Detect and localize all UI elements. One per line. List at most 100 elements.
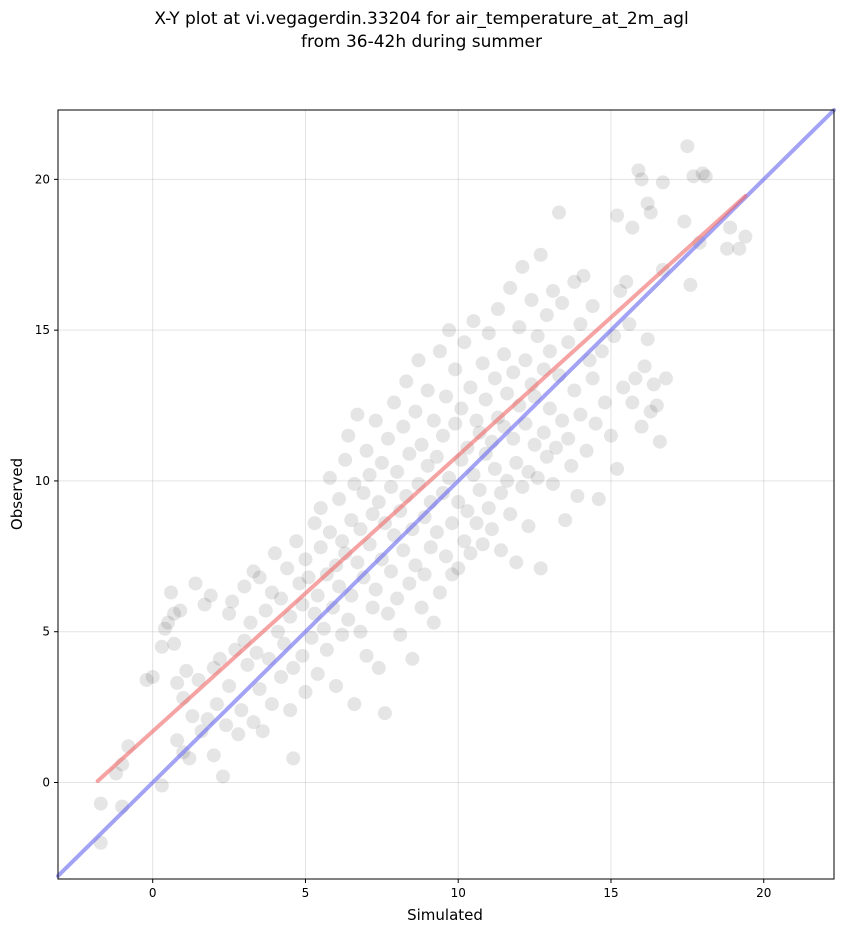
- data-point: [399, 374, 414, 389]
- data-point: [634, 172, 649, 187]
- data-point: [258, 603, 273, 618]
- data-point: [442, 323, 457, 338]
- data-point: [405, 651, 420, 666]
- data-point: [512, 320, 527, 335]
- data-point: [316, 621, 331, 636]
- data-point: [365, 600, 380, 615]
- data-point: [414, 600, 429, 615]
- data-point: [170, 733, 185, 748]
- data-point: [594, 344, 609, 359]
- y-tick-label: 10: [35, 474, 50, 488]
- data-point: [573, 407, 588, 422]
- data-point: [310, 588, 325, 603]
- data-point: [683, 277, 698, 292]
- data-point: [417, 510, 432, 525]
- data-point: [469, 516, 484, 531]
- data-point: [646, 377, 661, 392]
- data-point: [157, 621, 172, 636]
- data-point: [374, 552, 389, 567]
- data-point: [167, 606, 182, 621]
- data-point: [527, 437, 542, 452]
- data-point: [154, 639, 169, 654]
- data-point: [252, 570, 267, 585]
- data-point: [613, 283, 628, 298]
- x-tick-label: 0: [149, 886, 157, 900]
- data-point: [640, 196, 655, 211]
- data-point: [325, 600, 340, 615]
- data-point: [597, 395, 612, 410]
- data-point: [393, 627, 408, 642]
- data-point: [481, 501, 496, 516]
- data-point: [332, 579, 347, 594]
- data-point: [457, 335, 472, 350]
- data-point: [493, 543, 508, 558]
- data-point: [561, 335, 576, 350]
- data-point: [225, 594, 240, 609]
- data-point: [643, 404, 658, 419]
- data-point: [561, 431, 576, 446]
- data-point: [212, 651, 227, 666]
- data-point: [341, 428, 356, 443]
- data-point: [139, 672, 154, 687]
- data-point: [170, 675, 185, 690]
- data-point: [237, 579, 252, 594]
- data-point: [93, 796, 108, 811]
- data-point: [521, 519, 536, 534]
- data-point: [353, 522, 368, 537]
- data-point: [558, 513, 573, 528]
- data-point: [515, 479, 530, 494]
- data-point: [475, 537, 490, 552]
- data-point: [289, 534, 304, 549]
- data-point: [445, 567, 460, 582]
- data-point: [335, 627, 350, 642]
- data-point: [167, 636, 182, 651]
- data-point: [435, 428, 450, 443]
- data-point: [555, 296, 570, 311]
- data-point: [371, 495, 386, 510]
- data-point: [466, 314, 481, 329]
- data-point: [625, 220, 640, 235]
- x-tick-label: 20: [756, 886, 771, 900]
- data-point: [439, 549, 453, 564]
- data-point: [463, 380, 478, 395]
- data-point: [448, 362, 463, 377]
- data-point: [509, 555, 524, 570]
- data-point: [396, 419, 411, 434]
- data-point: [695, 166, 710, 181]
- data-point: [686, 169, 701, 184]
- data-point: [533, 561, 548, 576]
- data-point: [506, 431, 521, 446]
- data-point: [365, 507, 380, 522]
- data-point: [698, 169, 713, 184]
- data-point: [280, 561, 295, 576]
- data-point: [445, 516, 460, 531]
- data-point: [402, 446, 417, 461]
- data-point: [347, 476, 362, 491]
- data-point: [652, 434, 667, 449]
- data-point: [362, 467, 377, 482]
- data-point: [658, 371, 673, 386]
- data-point: [350, 555, 365, 570]
- data-point: [552, 205, 567, 220]
- data-point: [573, 317, 588, 332]
- data-point: [677, 214, 692, 229]
- data-point: [380, 431, 395, 446]
- data-point: [493, 485, 508, 500]
- data-point: [426, 615, 441, 630]
- data-point: [249, 645, 264, 660]
- data-point: [420, 458, 435, 473]
- x-tick-label: 5: [302, 886, 310, 900]
- data-point: [390, 464, 405, 479]
- data-point: [270, 624, 285, 639]
- data-point: [680, 139, 695, 154]
- data-point: [625, 395, 640, 410]
- data-point: [191, 672, 206, 687]
- data-point: [564, 458, 579, 473]
- data-point: [469, 413, 484, 428]
- y-tick-label: 15: [35, 323, 50, 337]
- data-point: [451, 561, 466, 576]
- y-axis-label: Observed: [8, 458, 26, 530]
- data-point: [396, 543, 411, 558]
- data-point: [341, 612, 356, 627]
- data-point: [188, 576, 203, 591]
